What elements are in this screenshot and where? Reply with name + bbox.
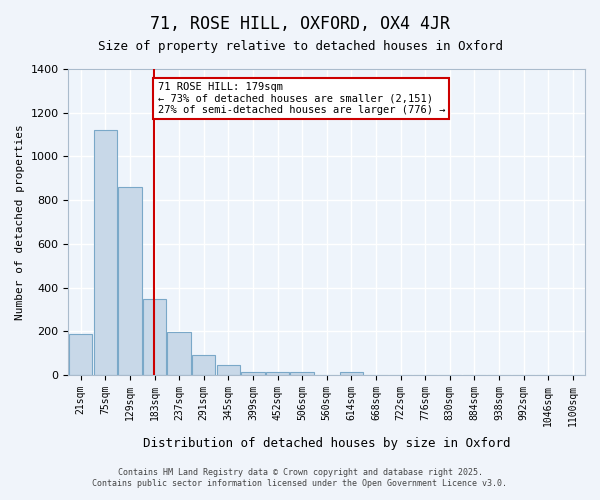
Text: Size of property relative to detached houses in Oxford: Size of property relative to detached ho… xyxy=(97,40,503,53)
Bar xyxy=(266,372,289,375)
Bar xyxy=(94,130,117,375)
X-axis label: Distribution of detached houses by size in Oxford: Distribution of detached houses by size … xyxy=(143,437,511,450)
Bar xyxy=(118,187,142,375)
Text: Contains HM Land Registry data © Crown copyright and database right 2025.
Contai: Contains HM Land Registry data © Crown c… xyxy=(92,468,508,487)
Y-axis label: Number of detached properties: Number of detached properties xyxy=(15,124,25,320)
Text: 71, ROSE HILL, OXFORD, OX4 4JR: 71, ROSE HILL, OXFORD, OX4 4JR xyxy=(150,15,450,33)
Bar xyxy=(290,372,314,375)
Bar xyxy=(143,298,166,375)
Bar xyxy=(192,356,215,375)
Bar xyxy=(167,332,191,375)
Bar xyxy=(69,334,92,375)
Bar xyxy=(241,372,265,375)
Bar xyxy=(340,372,363,375)
Text: 71 ROSE HILL: 179sqm
← 73% of detached houses are smaller (2,151)
27% of semi-de: 71 ROSE HILL: 179sqm ← 73% of detached h… xyxy=(158,82,445,116)
Bar xyxy=(217,365,240,375)
